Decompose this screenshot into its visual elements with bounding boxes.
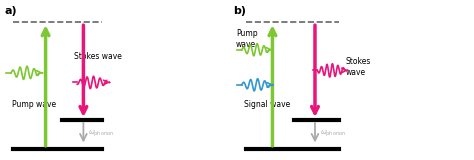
Text: $\omega_{\rm phonon}$: $\omega_{\rm phonon}$ (319, 128, 346, 139)
Text: Pump
wave: Pump wave (236, 29, 258, 49)
Text: $\omega_{\rm phonon}$: $\omega_{\rm phonon}$ (88, 128, 114, 139)
Text: Stokes wave: Stokes wave (74, 52, 122, 61)
Text: Stokes
wave: Stokes wave (346, 57, 371, 77)
Text: Signal wave: Signal wave (244, 100, 291, 108)
Text: b): b) (233, 6, 246, 16)
Text: a): a) (4, 6, 17, 16)
Text: Pump wave: Pump wave (12, 100, 56, 108)
